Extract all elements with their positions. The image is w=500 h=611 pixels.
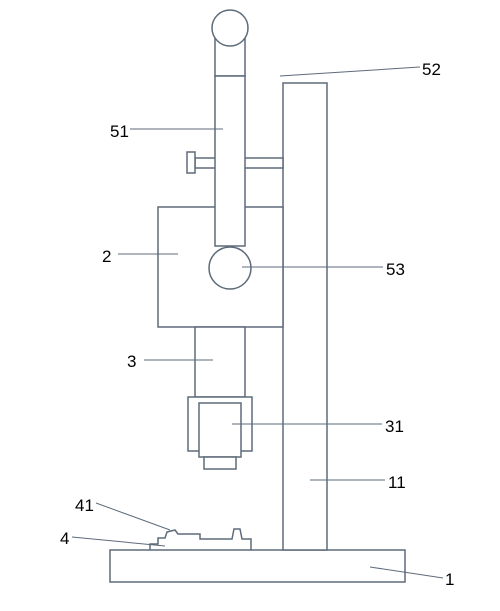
label-51: 51 xyxy=(110,122,129,142)
leader-l4 xyxy=(72,537,165,546)
leader-l52 xyxy=(280,67,420,76)
label-3: 3 xyxy=(127,352,136,372)
lever-pivot-ball xyxy=(209,247,251,289)
label-4: 4 xyxy=(60,529,69,549)
shaft xyxy=(195,327,245,397)
label-2: 2 xyxy=(102,247,111,267)
diagram-canvas xyxy=(0,0,500,611)
label-52: 52 xyxy=(422,60,441,80)
leader-l41 xyxy=(96,503,170,530)
label-1: 1 xyxy=(445,570,454,590)
label-31: 31 xyxy=(385,417,404,437)
label-41: 41 xyxy=(75,496,94,516)
head-inner xyxy=(199,403,241,457)
lever-body xyxy=(215,76,245,246)
base-plate xyxy=(110,550,405,582)
lever-top-ball xyxy=(212,10,248,46)
label-53: 53 xyxy=(386,260,405,280)
head-bottom xyxy=(204,457,236,469)
fixture xyxy=(150,529,251,550)
label-11: 11 xyxy=(388,473,406,493)
crossbar-nub xyxy=(187,152,195,173)
